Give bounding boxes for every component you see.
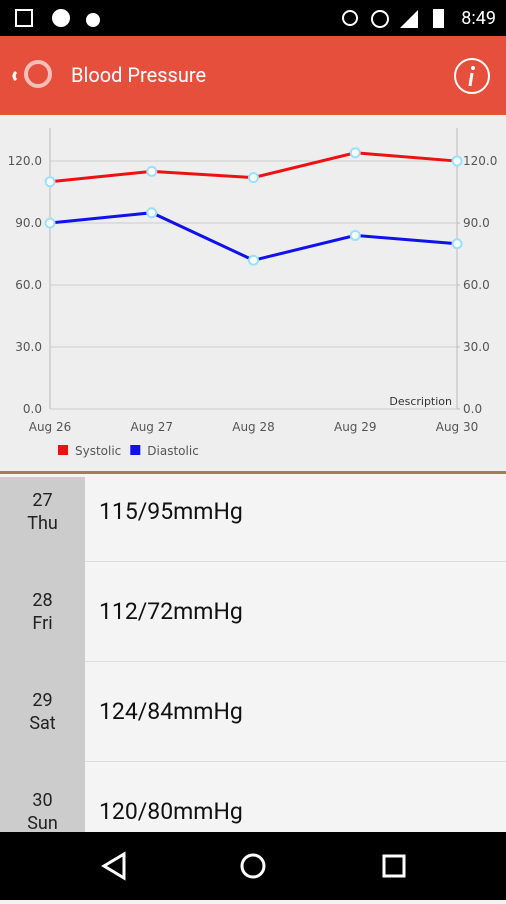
recents-button[interactable] bbox=[382, 854, 406, 878]
date-cell: 29 Sat bbox=[0, 662, 85, 762]
data-point bbox=[44, 217, 56, 229]
status-icons bbox=[15, 9, 100, 27]
status-bar: 8:49 bbox=[0, 0, 506, 36]
weekday: Sat bbox=[29, 713, 56, 734]
x-tick-label: Aug 27 bbox=[130, 420, 173, 434]
data-point bbox=[146, 165, 158, 177]
data-point bbox=[451, 238, 463, 250]
legend-label: Systolic bbox=[75, 444, 121, 458]
y2-tick-label: 30.0 bbox=[463, 340, 490, 354]
reading: 120/80mmHg bbox=[99, 798, 243, 825]
legend-swatch bbox=[130, 445, 141, 455]
y2-tick-label: 90.0 bbox=[463, 216, 490, 230]
data-point bbox=[248, 172, 259, 184]
weekday: Sun bbox=[27, 813, 58, 832]
date-cell: 30 Sun bbox=[0, 762, 85, 832]
y2-tick-label: 0.0 bbox=[463, 402, 482, 416]
divider bbox=[0, 471, 506, 474]
info-button[interactable] bbox=[452, 56, 492, 96]
x-tick-label: Aug 30 bbox=[436, 420, 479, 434]
y-tick-label: 30.0 bbox=[15, 340, 42, 354]
navigation-bar bbox=[0, 832, 506, 900]
app-bar: Blood Pressure bbox=[0, 36, 506, 115]
reading: 124/84mmHg bbox=[99, 698, 243, 725]
reading: 112/72mmHg bbox=[99, 598, 243, 625]
back-button[interactable] bbox=[101, 851, 126, 881]
x-tick-label: Aug 29 bbox=[334, 420, 377, 434]
y2-tick-label: 60.0 bbox=[463, 278, 490, 292]
app-logo bbox=[12, 60, 52, 88]
data-point bbox=[349, 147, 361, 159]
day: 30 bbox=[32, 790, 53, 811]
home-button[interactable] bbox=[240, 853, 266, 879]
date-cell: 27 Thu bbox=[0, 477, 85, 562]
legend-label: Diastolic bbox=[147, 444, 199, 458]
reading-row[interactable]: 29 Sat 124/84mmHg bbox=[0, 662, 506, 762]
reading-list: 27 Thu 115/95mmHg 28 Fri 112/72mmHg 29 Sat 124/8… bbox=[0, 477, 506, 832]
system-icons bbox=[342, 9, 444, 28]
y-tick-label: 60.0 bbox=[15, 278, 42, 292]
data-point bbox=[146, 207, 158, 219]
y-tick-label: 90.0 bbox=[15, 216, 42, 230]
reading-row[interactable]: 27 Thu 115/95mmHg bbox=[0, 477, 506, 562]
data-point bbox=[349, 229, 361, 241]
reading: 115/95mmHg bbox=[99, 498, 243, 525]
x-tick-label: Aug 28 bbox=[232, 420, 275, 434]
data-point bbox=[248, 254, 259, 266]
day: 28 bbox=[32, 590, 53, 611]
chart-description: Description bbox=[389, 395, 452, 408]
x-tick-label: Aug 26 bbox=[29, 420, 72, 434]
reading-row[interactable]: 28 Fri 112/72mmHg bbox=[0, 562, 506, 662]
day: 27 bbox=[32, 490, 53, 511]
date-cell: 28 Fri bbox=[0, 562, 85, 662]
day: 29 bbox=[32, 690, 53, 711]
chart: Description 0.0 30.0 60.0 90.0 120.0 0.0 30.0 6… bbox=[0, 115, 506, 471]
legend-swatch bbox=[58, 445, 68, 455]
clock: 8:49 bbox=[461, 8, 496, 29]
weekday: Thu bbox=[27, 513, 58, 534]
data-point bbox=[44, 176, 56, 188]
y2-tick-label: 120.0 bbox=[463, 154, 497, 168]
app-title: Blood Pressure bbox=[71, 63, 207, 87]
nav-buttons bbox=[101, 851, 406, 881]
y-tick-label: 120.0 bbox=[8, 154, 42, 168]
y-tick-label: 0.0 bbox=[23, 402, 42, 416]
reading-row[interactable]: 30 Sun 120/80mmHg bbox=[0, 762, 506, 832]
data-point bbox=[451, 155, 463, 167]
weekday: Fri bbox=[32, 613, 53, 634]
series-line bbox=[49, 211, 458, 262]
